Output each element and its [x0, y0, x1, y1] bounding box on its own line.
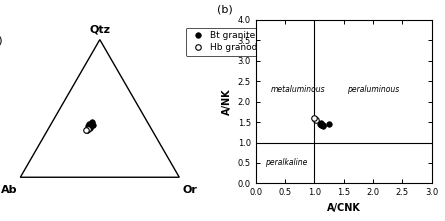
Text: Or: Or: [183, 185, 198, 195]
Text: Qtz: Qtz: [89, 24, 110, 34]
Text: Ab: Ab: [1, 185, 17, 195]
X-axis label: A/CNK: A/CNK: [327, 203, 361, 213]
Text: (b): (b): [217, 5, 233, 15]
Y-axis label: A/NK: A/NK: [222, 88, 232, 115]
Text: (a): (a): [0, 35, 2, 45]
Text: peralkaline: peralkaline: [265, 158, 307, 168]
Legend: Bt granite, Hb granodiorite: Bt granite, Hb granodiorite: [186, 28, 285, 55]
Text: peraluminous: peraluminous: [347, 85, 399, 94]
Text: metaluminous: metaluminous: [271, 85, 325, 94]
